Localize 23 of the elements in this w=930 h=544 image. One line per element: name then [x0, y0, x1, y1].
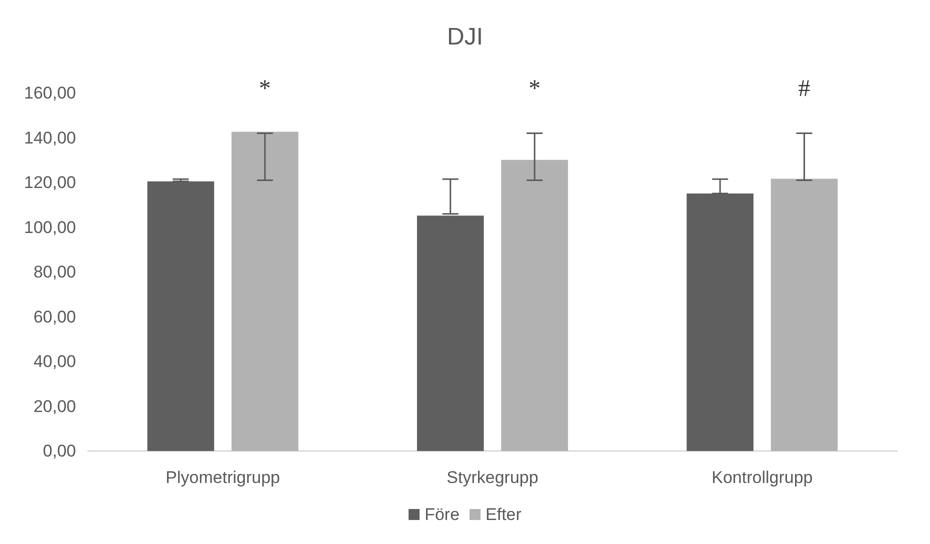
y-tick-label: 40,00: [33, 352, 76, 371]
bar: [501, 160, 568, 451]
x-tick-label: Styrkegrupp: [446, 468, 538, 487]
y-tick-label: 140,00: [24, 128, 76, 148]
bar: [232, 132, 298, 451]
y-tick-label: 100,00: [24, 218, 76, 237]
y-tick-label: 20,00: [33, 396, 76, 416]
bar: [770, 178, 838, 451]
annotation: #: [798, 76, 810, 102]
y-tick-label: 160,00: [24, 84, 76, 102]
bar: [416, 216, 484, 451]
bar: [147, 181, 214, 451]
y-tick-label: 80,00: [33, 262, 76, 282]
annotation: *: [258, 76, 271, 102]
legend-label: Efter: [486, 505, 522, 524]
annotation: *: [528, 76, 541, 102]
x-tick-label: Plyometrigrupp: [166, 468, 280, 487]
chart-title: DJI: [447, 24, 483, 50]
x-tick-label: Kontrollgrupp: [712, 468, 813, 487]
y-tick-label: 0,00: [42, 442, 76, 460]
y-tick-label: 120,00: [24, 173, 76, 192]
legend-label: Före: [424, 505, 460, 524]
y-tick-label: 60,00: [33, 307, 76, 326]
